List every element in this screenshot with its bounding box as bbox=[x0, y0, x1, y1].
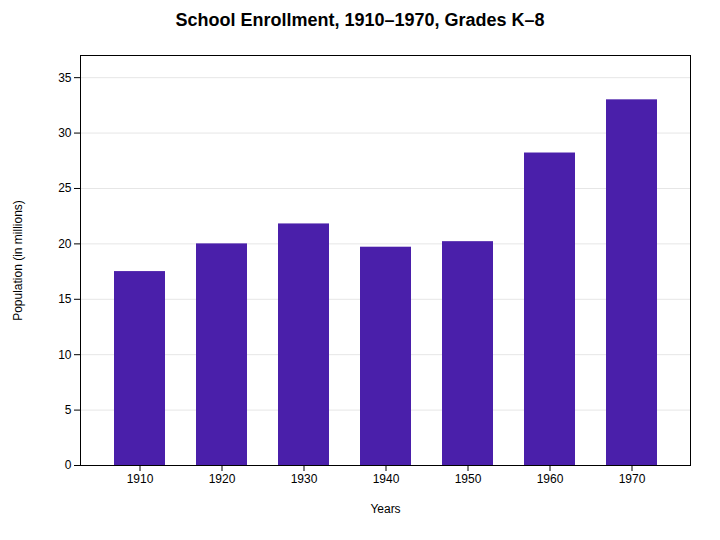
svg-text:1930: 1930 bbox=[291, 472, 318, 486]
svg-text:20: 20 bbox=[58, 237, 72, 251]
svg-text:1940: 1940 bbox=[373, 472, 400, 486]
svg-text:1970: 1970 bbox=[619, 472, 646, 486]
svg-text:Years: Years bbox=[370, 502, 400, 516]
svg-text:1960: 1960 bbox=[537, 472, 564, 486]
svg-text:10: 10 bbox=[58, 348, 72, 362]
svg-text:Population (in millions): Population (in millions) bbox=[11, 200, 25, 321]
svg-text:30: 30 bbox=[58, 126, 72, 140]
html-text:School Enrollment, 1910–1970,: School Enrollment, 1910–1970, Grades K–8 bbox=[175, 10, 545, 30]
svg-text:25: 25 bbox=[58, 181, 72, 195]
svg-text:5: 5 bbox=[65, 403, 72, 417]
svg-text:1920: 1920 bbox=[209, 472, 236, 486]
svg-text:15: 15 bbox=[58, 292, 72, 306]
svg-text:1910: 1910 bbox=[127, 472, 154, 486]
svg-text:1950: 1950 bbox=[455, 472, 482, 486]
svg-text:0: 0 bbox=[65, 458, 72, 472]
svg-text:35: 35 bbox=[58, 71, 72, 85]
